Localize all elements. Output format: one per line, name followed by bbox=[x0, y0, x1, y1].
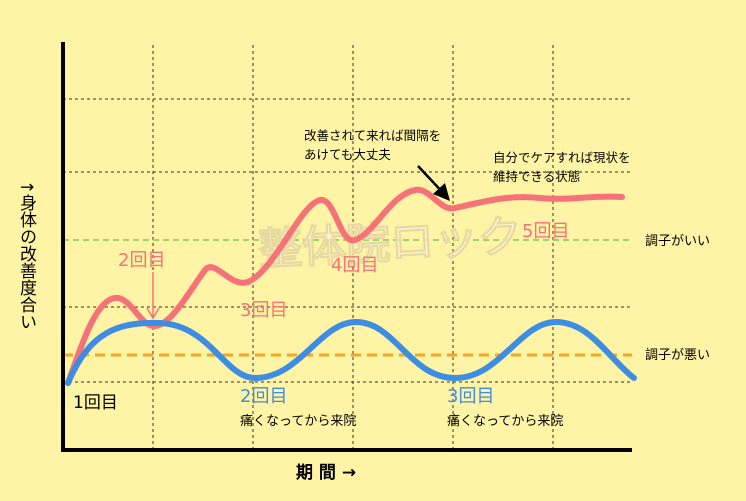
maintain-note-line2: 維持できる状態 bbox=[493, 169, 580, 184]
blue-visit-label-1: 1回目 bbox=[73, 393, 118, 413]
x-axis-label: 期 間 → bbox=[296, 463, 356, 483]
red-visit-label-5: 5回目 bbox=[522, 221, 569, 242]
grid bbox=[63, 45, 632, 450]
blue-pain-curve bbox=[65, 319, 637, 386]
spacing-note-line2: あけても大丈夫 bbox=[304, 147, 391, 162]
blue-visit-label-3: 3回目 bbox=[447, 386, 494, 407]
bad-condition-label: 調子が悪い bbox=[645, 348, 710, 363]
y-axis-label: ↑身体の改善度合い bbox=[16, 180, 37, 330]
blue-visit-label-2: 2回目 bbox=[240, 386, 287, 407]
visit2-pointer-arrow bbox=[146, 272, 160, 320]
good-condition-label: 調子がいい bbox=[645, 234, 710, 249]
spacing-note-line1: 改善されて来れば間隔を bbox=[304, 128, 441, 143]
red-visit-label-2: 2回目 bbox=[118, 250, 165, 271]
red-visit-label-3: 3回目 bbox=[240, 300, 287, 321]
blue-visit-note-3: 痛くなってから来院 bbox=[447, 413, 563, 429]
maintain-note-line1: 自分でケアすれば現状を bbox=[493, 150, 631, 165]
red-visit-label-4: 4回目 bbox=[331, 255, 378, 276]
red-improvement-curve bbox=[65, 186, 625, 386]
blue-visit-note-2: 痛くなってから来院 bbox=[240, 413, 356, 429]
spacing-note-arrow bbox=[417, 165, 450, 201]
